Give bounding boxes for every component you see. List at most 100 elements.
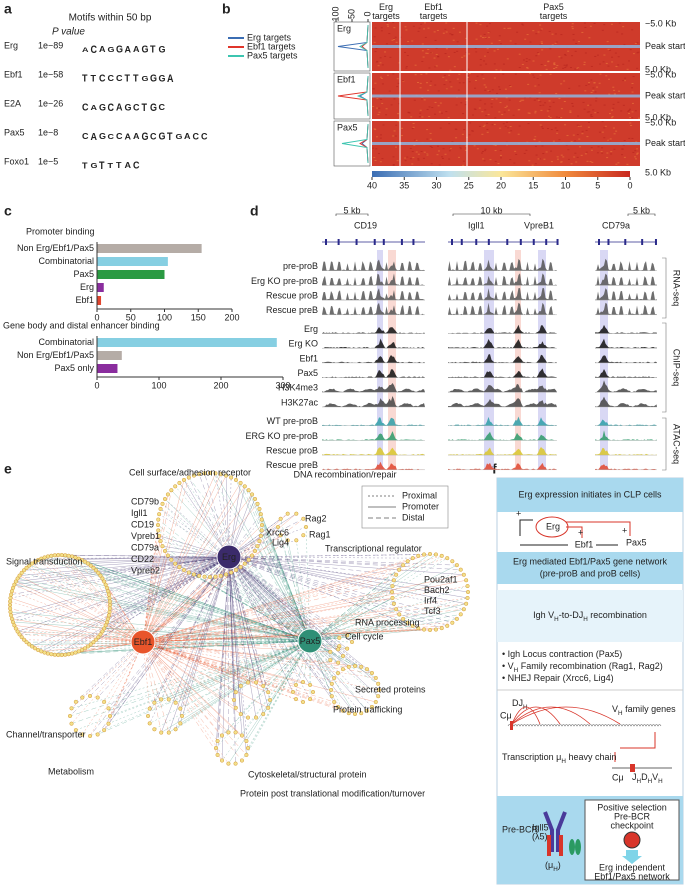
network-edge xyxy=(228,556,467,604)
heatmap-texture xyxy=(487,32,490,34)
motif-letter: T xyxy=(125,73,131,85)
track-label: Rescue preB xyxy=(266,460,318,470)
network-edge xyxy=(228,556,393,593)
heatmap-texture xyxy=(570,141,573,143)
network-node xyxy=(102,699,107,704)
network-node xyxy=(91,565,96,570)
network-edge xyxy=(109,556,230,606)
network-node xyxy=(233,761,238,766)
heatmap-texture xyxy=(515,153,518,155)
network-edge xyxy=(97,556,230,698)
network-edge xyxy=(26,567,144,643)
network-node xyxy=(13,579,18,584)
network-edge xyxy=(41,558,311,642)
heatmap-texture xyxy=(520,99,523,101)
heatmap-texture xyxy=(478,107,481,109)
network-node xyxy=(267,697,273,703)
network-edge xyxy=(154,640,311,703)
hub-node xyxy=(216,544,242,570)
heatmap-texture xyxy=(596,152,599,154)
heatmap-texture xyxy=(404,51,407,53)
heatmap-texture xyxy=(412,123,415,125)
heatmap-texture xyxy=(615,66,618,68)
network-edge xyxy=(65,555,144,643)
network-edge xyxy=(180,640,311,724)
network-edge xyxy=(17,631,144,643)
heatmap-texture xyxy=(445,22,448,24)
heatmap-texture xyxy=(448,150,451,152)
colorbar-tick-label: 25 xyxy=(464,180,474,190)
heatmap-texture xyxy=(472,114,475,116)
network-node xyxy=(293,682,298,687)
heatmap-texture xyxy=(524,38,527,40)
heatmap-texture xyxy=(632,53,635,55)
heatmap-texture xyxy=(546,110,549,112)
heatmap-texture xyxy=(437,55,440,57)
heatmap-texture xyxy=(527,123,530,125)
signal-track xyxy=(322,302,425,315)
network-edge xyxy=(142,513,297,643)
heatmap-texture xyxy=(468,134,471,136)
heatmap-texture xyxy=(456,50,459,52)
heatmap-texture xyxy=(429,138,432,140)
network-node xyxy=(397,567,402,572)
heatmap-texture xyxy=(503,27,506,29)
heatmap-texture xyxy=(494,150,497,152)
heatmap-texture xyxy=(437,150,440,152)
network-node xyxy=(278,533,283,538)
heatmap-texture xyxy=(631,117,634,119)
heatmap-texture xyxy=(424,36,427,38)
heatmap-texture xyxy=(421,50,424,52)
motif-letter: G xyxy=(159,131,166,143)
network-node xyxy=(359,664,364,669)
network-node xyxy=(107,713,113,719)
network-node xyxy=(422,552,427,557)
heatmap-texture xyxy=(426,82,429,84)
heatmap-texture xyxy=(420,98,423,100)
network-edge xyxy=(309,554,437,642)
network-edge xyxy=(228,556,413,559)
heatmap-texture xyxy=(493,50,496,52)
heatmap-texture xyxy=(545,68,548,70)
heatmap-texture xyxy=(608,113,611,115)
heatmap-texture xyxy=(379,134,382,136)
network-node xyxy=(166,697,171,702)
motif-letter: G xyxy=(125,102,132,112)
heatmap-texture xyxy=(589,25,592,27)
heatmap-texture xyxy=(623,156,626,158)
network-edge xyxy=(228,556,397,575)
heatmap-texture xyxy=(595,100,598,102)
heatmap-texture xyxy=(378,107,381,109)
heatmap-texture xyxy=(594,112,597,114)
network-edge xyxy=(164,550,311,642)
network-edge xyxy=(44,557,144,643)
heatmap-texture xyxy=(392,164,395,166)
network-node xyxy=(173,484,178,489)
category-label: Cell cycle xyxy=(345,631,384,641)
heatmap-texture xyxy=(577,125,580,127)
network-node xyxy=(303,524,309,530)
heatmap-texture xyxy=(468,73,471,75)
heatmap-texture xyxy=(459,148,462,150)
network-edge xyxy=(29,565,311,642)
gene-label: Igll1 xyxy=(131,508,148,518)
network-node xyxy=(100,629,105,634)
heatmap-texture xyxy=(419,87,422,89)
model-header: Erg expression initiates in CLP cells xyxy=(519,489,662,499)
heatmap-texture xyxy=(438,164,441,166)
heatmap-texture xyxy=(445,48,448,50)
category-label: Metabolism xyxy=(48,766,94,776)
network-edge xyxy=(149,556,230,709)
network-edge xyxy=(309,640,335,679)
network-edge xyxy=(142,641,296,700)
network-edge xyxy=(309,557,413,642)
profile-line xyxy=(356,75,369,117)
heatmap-texture xyxy=(592,109,595,111)
heatmap-texture xyxy=(377,113,380,115)
network-edge xyxy=(108,640,311,709)
heatmap-texture xyxy=(474,79,477,81)
heatmap-texture xyxy=(374,82,377,84)
heatmap-texture xyxy=(609,49,612,51)
network-edge xyxy=(142,564,404,643)
p-header: P value xyxy=(52,27,85,38)
